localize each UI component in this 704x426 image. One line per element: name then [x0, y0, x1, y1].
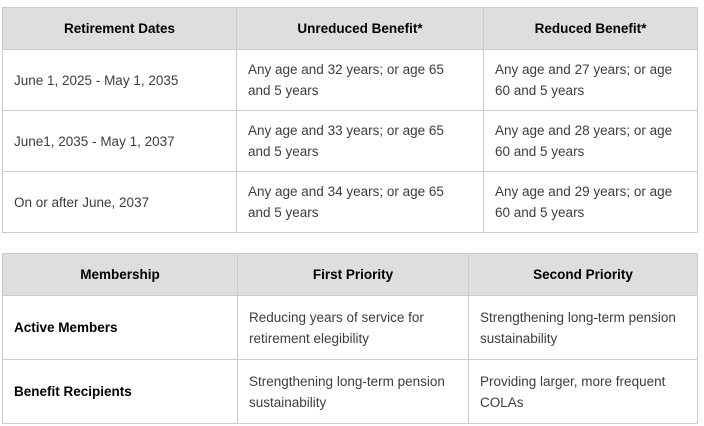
table-row: On or after June, 2037 Any age and 34 ye…: [2, 171, 698, 233]
column-header-second-priority: Second Priority: [468, 253, 698, 296]
table-cell-first-priority: Strengthening long-term pension sustaina…: [237, 359, 469, 424]
table-cell-membership-type: Active Members: [2, 295, 238, 360]
table-cell-unreduced: Any age and 32 years; or age 65 and 5 ye…: [236, 49, 484, 111]
column-header-unreduced-benefit: Unreduced Benefit*: [236, 7, 484, 50]
table-cell-reduced: Any age and 29 years; or age 60 and 5 ye…: [483, 171, 698, 233]
membership-priorities-table: Membership First Priority Second Priorit…: [2, 253, 698, 424]
column-header-membership: Membership: [2, 253, 238, 296]
table-cell-second-priority: Providing larger, more frequent COLAs: [468, 359, 698, 424]
table-cell-dates: On or after June, 2037: [2, 171, 237, 233]
column-header-retirement-dates: Retirement Dates: [2, 7, 237, 50]
table-cell-unreduced: Any age and 33 years; or age 65 and 5 ye…: [236, 110, 484, 172]
table-row: Active Members Reducing years of service…: [2, 295, 698, 360]
table-cell-dates: June1, 2035 - May 1, 2037: [2, 110, 237, 172]
table-cell-reduced: Any age and 27 years; or age 60 and 5 ye…: [483, 49, 698, 111]
table-row: June 1, 2025 - May 1, 2035 Any age and 3…: [2, 49, 698, 111]
table-row: June1, 2035 - May 1, 2037 Any age and 33…: [2, 110, 698, 172]
table-row: Benefit Recipients Strengthening long-te…: [2, 359, 698, 424]
column-header-first-priority: First Priority: [237, 253, 469, 296]
table-cell-second-priority: Strengthening long-term pension sustaina…: [468, 295, 698, 360]
table-cell-reduced: Any age and 28 years; or age 60 and 5 ye…: [483, 110, 698, 172]
table-cell-first-priority: Reducing years of service for retirement…: [237, 295, 469, 360]
table-cell-dates: June 1, 2025 - May 1, 2035: [2, 49, 237, 111]
table-header-row: Retirement Dates Unreduced Benefit* Redu…: [2, 7, 698, 50]
table-header-row: Membership First Priority Second Priorit…: [2, 253, 698, 296]
column-header-reduced-benefit: Reduced Benefit*: [483, 7, 698, 50]
table-cell-unreduced: Any age and 34 years; or age 65 and 5 ye…: [236, 171, 484, 233]
table-cell-membership-type: Benefit Recipients: [2, 359, 238, 424]
retirement-benefits-table: Retirement Dates Unreduced Benefit* Redu…: [2, 7, 698, 233]
